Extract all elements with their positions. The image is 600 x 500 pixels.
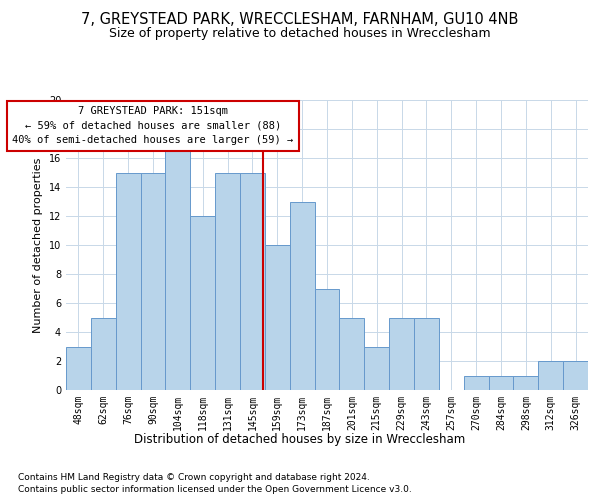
- Text: Size of property relative to detached houses in Wrecclesham: Size of property relative to detached ho…: [109, 28, 491, 40]
- Bar: [488, 376, 514, 390]
- Bar: [389, 318, 414, 390]
- Bar: [215, 172, 240, 390]
- Text: Contains public sector information licensed under the Open Government Licence v3: Contains public sector information licen…: [18, 485, 412, 494]
- Text: Contains HM Land Registry data © Crown copyright and database right 2024.: Contains HM Land Registry data © Crown c…: [18, 472, 370, 482]
- Bar: [265, 245, 290, 390]
- Bar: [464, 376, 488, 390]
- Bar: [414, 318, 439, 390]
- Y-axis label: Number of detached properties: Number of detached properties: [33, 158, 43, 332]
- Bar: [340, 318, 364, 390]
- Bar: [116, 172, 140, 390]
- Bar: [66, 346, 91, 390]
- Bar: [314, 288, 340, 390]
- Bar: [91, 318, 116, 390]
- Bar: [290, 202, 314, 390]
- Bar: [563, 361, 588, 390]
- Bar: [166, 144, 190, 390]
- Bar: [538, 361, 563, 390]
- Bar: [364, 346, 389, 390]
- Text: Distribution of detached houses by size in Wrecclesham: Distribution of detached houses by size …: [134, 432, 466, 446]
- Bar: [514, 376, 538, 390]
- Bar: [240, 172, 265, 390]
- Text: 7, GREYSTEAD PARK, WRECCLESHAM, FARNHAM, GU10 4NB: 7, GREYSTEAD PARK, WRECCLESHAM, FARNHAM,…: [82, 12, 518, 28]
- Bar: [140, 172, 166, 390]
- Text: 7 GREYSTEAD PARK: 151sqm
← 59% of detached houses are smaller (88)
40% of semi-d: 7 GREYSTEAD PARK: 151sqm ← 59% of detach…: [13, 106, 293, 146]
- Bar: [190, 216, 215, 390]
